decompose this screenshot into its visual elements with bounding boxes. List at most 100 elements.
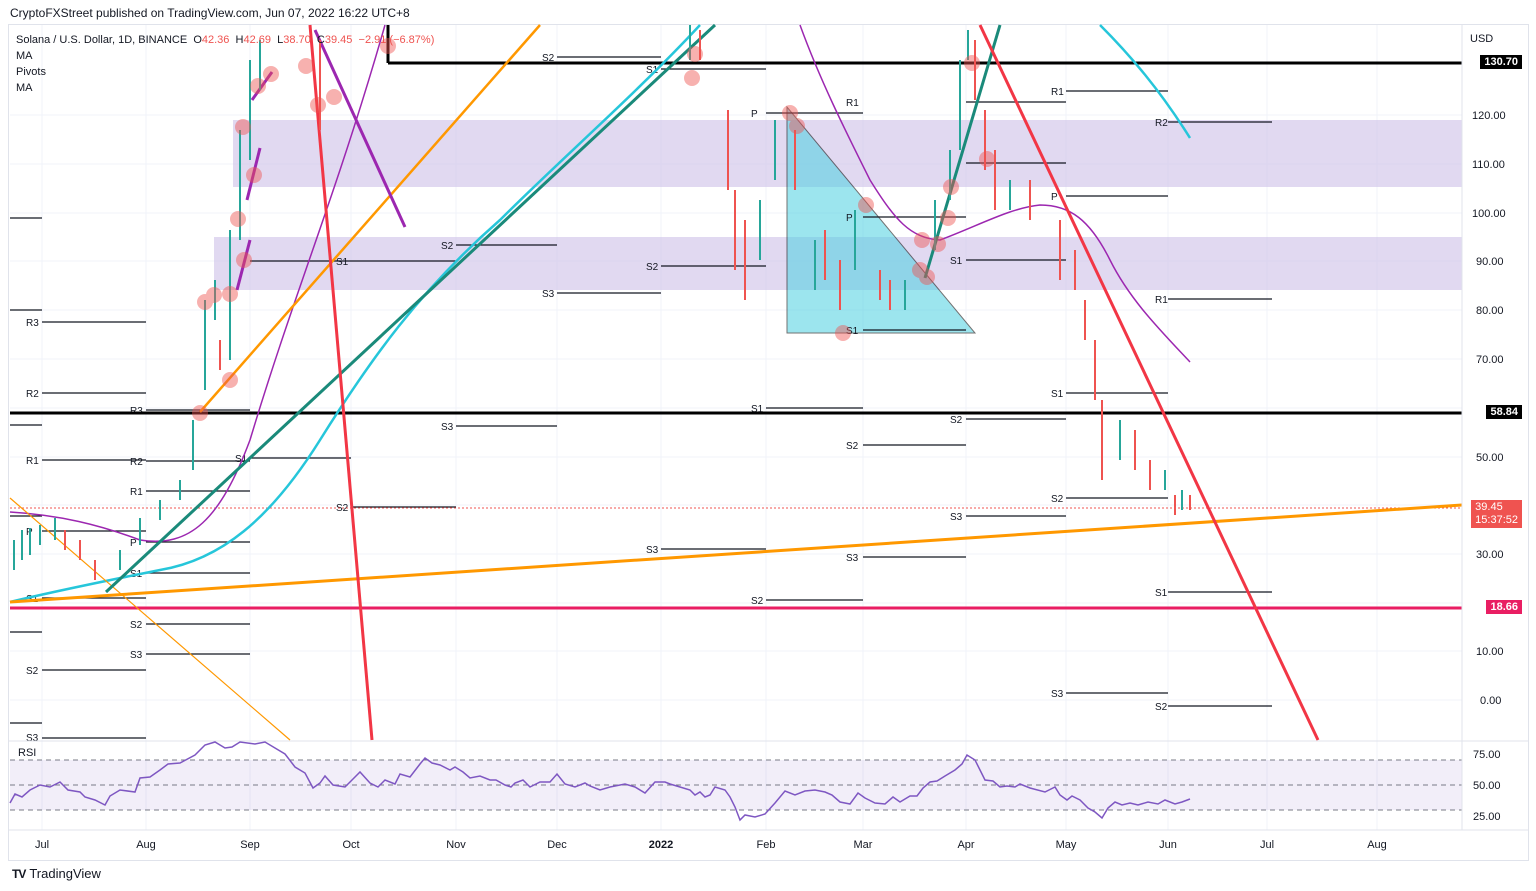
svg-text:R1: R1 xyxy=(846,98,859,109)
svg-text:Jul: Jul xyxy=(35,839,49,851)
indicator-ma-2[interactable]: MA xyxy=(16,82,33,94)
svg-text:S3: S3 xyxy=(846,553,859,564)
ascending-support-trendline[interactable] xyxy=(9,503,1463,604)
svg-text:S3: S3 xyxy=(1051,689,1064,700)
tradingview-logo-icon: TV xyxy=(12,866,26,881)
svg-text:S2: S2 xyxy=(950,415,963,426)
svg-text:S1: S1 xyxy=(846,326,859,337)
chart-frame xyxy=(8,24,1529,861)
svg-text:Aug: Aug xyxy=(1367,839,1387,851)
svg-text:Apr: Apr xyxy=(957,839,974,851)
svg-text:P: P xyxy=(751,109,758,120)
svg-text:70.00: 70.00 xyxy=(1476,354,1504,366)
price-axis[interactable]: USD 120.00 110.00 100.00 90.00 80.00 70.… xyxy=(1470,33,1506,707)
svg-text:S2: S2 xyxy=(1155,702,1168,713)
svg-text:25.00: 25.00 xyxy=(1473,811,1501,823)
svg-text:2022: 2022 xyxy=(649,839,673,851)
open-value: 42.36 xyxy=(201,34,230,46)
highlight-markers xyxy=(192,38,995,421)
svg-text:S1: S1 xyxy=(751,404,764,415)
footer-brand[interactable]: TV TradingView xyxy=(12,866,101,881)
svg-text:S3: S3 xyxy=(646,545,659,556)
price-tag-58-84: 58.84 xyxy=(1486,405,1522,419)
orange-trendline-steep[interactable] xyxy=(199,24,541,413)
purple-segment xyxy=(313,29,407,228)
price-tag-18-66: 18.66 xyxy=(1486,600,1522,614)
orange-trendline-thin[interactable] xyxy=(9,497,291,741)
svg-text:S3: S3 xyxy=(26,733,39,744)
svg-text:R1: R1 xyxy=(1155,295,1168,306)
svg-text:Dec: Dec xyxy=(547,839,567,851)
svg-text:100.00: 100.00 xyxy=(1472,208,1506,220)
teal-trendline-2021[interactable] xyxy=(104,23,717,594)
high-value: 42.69 xyxy=(243,34,272,46)
teal-trendline-2022[interactable] xyxy=(923,24,1002,279)
svg-text:50.00: 50.00 xyxy=(1473,780,1501,792)
svg-text:Nov: Nov xyxy=(446,839,466,851)
ma-cyan-long xyxy=(9,24,701,604)
svg-text:S1: S1 xyxy=(1155,588,1168,599)
svg-text:S3: S3 xyxy=(542,289,555,300)
svg-text:Jul: Jul xyxy=(1260,839,1274,851)
symbol-row[interactable]: Solana / U.S. Dollar, 1D, BINANCE O42.36… xyxy=(16,32,434,48)
red-trendline-2021[interactable] xyxy=(308,24,374,741)
svg-text:Oct: Oct xyxy=(342,839,359,851)
pivot-lines xyxy=(10,56,1272,739)
svg-text:S2: S2 xyxy=(1051,494,1064,505)
svg-text:Jun: Jun xyxy=(1159,839,1177,851)
svg-text:S1: S1 xyxy=(336,257,349,268)
svg-text:S1: S1 xyxy=(646,65,659,76)
descending-triangle[interactable] xyxy=(786,105,977,334)
svg-text:S2: S2 xyxy=(542,53,555,64)
brand-name: TradingView xyxy=(29,866,101,881)
svg-text:S3: S3 xyxy=(950,512,963,523)
low-label: L xyxy=(277,34,284,46)
svg-text:90.00: 90.00 xyxy=(1476,256,1504,268)
svg-text:10.00: 10.00 xyxy=(1476,646,1504,658)
svg-text:75.00: 75.00 xyxy=(1473,749,1501,761)
svg-text:May: May xyxy=(1056,839,1077,851)
svg-text:120.00: 120.00 xyxy=(1472,110,1506,122)
candles xyxy=(13,25,1191,580)
rsi-axis: 75.00 50.00 25.00 xyxy=(1473,749,1501,823)
svg-text:R2: R2 xyxy=(1155,118,1168,129)
close-value: 39.45 xyxy=(324,34,353,46)
rsi-levels xyxy=(10,759,1462,811)
indicator-ma-1[interactable]: MA xyxy=(16,50,33,62)
resistance-zone-upper xyxy=(233,120,1462,187)
ma-cyan-late xyxy=(1099,24,1192,139)
svg-text:S3: S3 xyxy=(130,650,143,661)
last-price-tag: 39.45 15:37:52 xyxy=(1471,500,1522,528)
svg-text:P: P xyxy=(846,213,853,224)
change-value: −2.91 (−6.87%) xyxy=(358,34,435,46)
svg-text:R3: R3 xyxy=(26,318,39,329)
price-tag-130-70: 130.70 xyxy=(1480,55,1522,69)
svg-text:S2: S2 xyxy=(846,441,859,452)
chart-legend: Solana / U.S. Dollar, 1D, BINANCE O42.36… xyxy=(16,32,434,96)
svg-text:110.00: 110.00 xyxy=(1472,159,1505,171)
close-label: C xyxy=(316,34,325,46)
svg-text:USD: USD xyxy=(1470,33,1493,45)
svg-text:R1: R1 xyxy=(1051,87,1064,98)
svg-text:Sep: Sep xyxy=(240,839,260,851)
high-label: H xyxy=(235,34,244,46)
svg-text:0.00: 0.00 xyxy=(1480,695,1501,707)
svg-text:S2: S2 xyxy=(751,596,764,607)
svg-text:S2: S2 xyxy=(26,666,39,677)
publisher-line: CryptoFXStreet published on TradingView.… xyxy=(10,6,410,20)
svg-text:S2: S2 xyxy=(130,620,143,631)
last-price-value: 39.45 xyxy=(1475,501,1503,513)
svg-text:S2: S2 xyxy=(646,262,659,273)
purple-short-segments xyxy=(235,71,274,291)
indicator-pivots[interactable]: Pivots xyxy=(16,66,46,78)
svg-text:80.00: 80.00 xyxy=(1476,305,1504,317)
time-axis[interactable]: Jul Aug Sep Oct Nov Dec 2022 Feb Mar Apr… xyxy=(35,839,1387,851)
svg-text:R1: R1 xyxy=(130,487,143,498)
svg-text:R2: R2 xyxy=(130,457,143,468)
svg-text:S1: S1 xyxy=(1051,389,1064,400)
red-descending-trendline[interactable] xyxy=(978,24,1320,741)
rsi-line xyxy=(9,741,1191,822)
symbol-name: Solana / U.S. Dollar, 1D, BINANCE xyxy=(16,34,188,46)
low-value: 38.70 xyxy=(283,34,311,46)
